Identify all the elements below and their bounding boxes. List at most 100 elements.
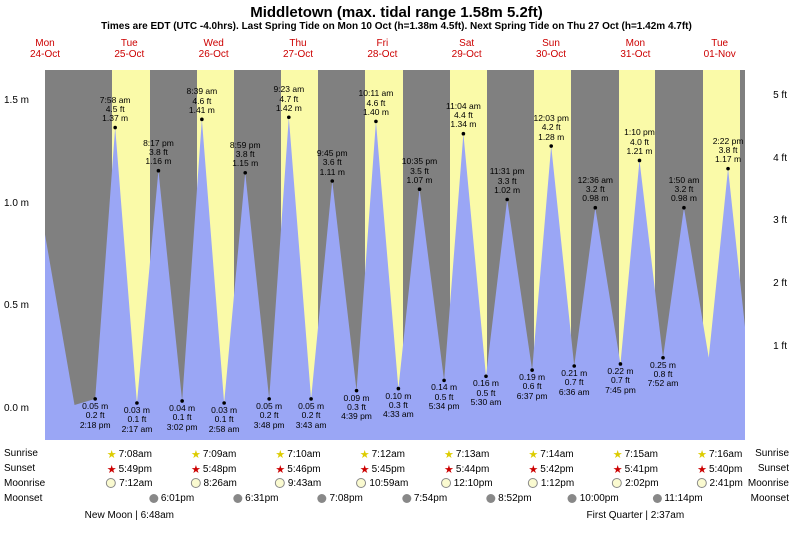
sunset-time: ★5:40pm [697, 463, 742, 476]
row-label: Sunset [758, 463, 789, 474]
sunset-time: ★5:41pm [613, 463, 658, 476]
sun-icon: ★ [275, 463, 285, 476]
sunrise-time: ★7:09am [191, 448, 236, 461]
info-row-sunrise: Sunrise Sunrise ★7:08am ★7:09am ★7:10am ★7:12… [0, 448, 793, 463]
sun-icon: ★ [528, 463, 538, 476]
sunrise-time: ★7:12am [360, 448, 405, 461]
row-label: Moonset [751, 493, 789, 504]
moonrise-time: 2:02pm [612, 478, 658, 489]
sun-icon: ★ [613, 463, 623, 476]
sunrise-time: ★7:10am [275, 448, 320, 461]
moonset-time: 7:08pm [317, 493, 362, 504]
y-tick-right: 4 ft [773, 153, 787, 164]
moon-icon [317, 494, 326, 503]
moonset-time: 10:00pm [568, 493, 619, 504]
y-tick-right: 1 ft [773, 341, 787, 352]
moon-phase-note: First Quarter | 2:37am [587, 510, 685, 521]
sun-icon: ★ [697, 463, 707, 476]
moon-icon [190, 478, 200, 488]
moon-icon [402, 494, 411, 503]
date-header: Wed26-Oct [199, 38, 229, 60]
moonrise-time: 2:41pm [697, 478, 743, 489]
y-tick-right: 3 ft [773, 215, 787, 226]
tide-curve [45, 70, 745, 440]
sunset-time: ★5:46pm [275, 463, 320, 476]
moon-icon [275, 478, 285, 488]
moonset-time: 6:31pm [233, 493, 278, 504]
sun-icon: ★ [444, 448, 454, 461]
sunrise-time: ★7:15am [613, 448, 658, 461]
info-row-moonrise: Moonrise Moonrise 7:12am 8:26am 9:43am 10:59a… [0, 478, 793, 493]
sun-icon: ★ [191, 448, 201, 461]
sun-icon: ★ [697, 448, 707, 461]
moonrise-time: 1:12pm [528, 478, 574, 489]
moonrise-time: 7:12am [106, 478, 152, 489]
date-header: Sat29-Oct [452, 38, 482, 60]
row-label: Moonrise [748, 478, 789, 489]
chart-subtitle: Times are EDT (UTC -4.0hrs). Last Spring… [0, 21, 793, 34]
sunrise-time: ★7:14am [528, 448, 573, 461]
sunset-time: ★5:44pm [444, 463, 489, 476]
date-header: Tue01-Nov [704, 38, 736, 60]
moon-icon [528, 478, 538, 488]
moonrise-time: 9:43am [275, 478, 321, 489]
sun-icon: ★ [275, 448, 285, 461]
info-row-sunset: Sunset Sunset ★5:49pm ★5:48pm ★5:46pm ★5:45pm… [0, 463, 793, 478]
y-tick-left: 0.5 m [4, 300, 29, 311]
moon-icon [568, 494, 577, 503]
moon-icon [106, 478, 116, 488]
chart-title: Middletown (max. tidal range 1.58m 5.2ft… [0, 0, 793, 21]
sunset-time: ★5:42pm [528, 463, 573, 476]
date-header: Mon31-Oct [620, 38, 650, 60]
row-label: Sunset [4, 463, 35, 474]
moonrise-time: 12:10pm [441, 478, 493, 489]
moon-icon [356, 478, 366, 488]
row-label: Sunrise [4, 448, 38, 459]
sun-icon: ★ [613, 448, 623, 461]
sunrise-time: ★7:13am [444, 448, 489, 461]
sun-icon: ★ [360, 463, 370, 476]
moon-icon [149, 494, 158, 503]
sun-icon: ★ [107, 448, 117, 461]
moonset-time: 6:01pm [149, 493, 194, 504]
moon-icon [233, 494, 242, 503]
moon-icon [441, 478, 451, 488]
moonrise-time: 8:26am [190, 478, 236, 489]
y-tick-left: 0.0 m [4, 403, 29, 414]
sunset-time: ★5:45pm [360, 463, 405, 476]
y-tick-right: 2 ft [773, 278, 787, 289]
moon-phase-note: New Moon | 6:48am [85, 510, 174, 521]
info-row-moonset: Moonset Moonset 6:01pm 6:31pm 7:08pm 7:54pm 8:… [0, 493, 793, 508]
date-header: Tue25-Oct [114, 38, 144, 60]
row-label: Sunrise [755, 448, 789, 459]
sunset-time: ★5:49pm [107, 463, 152, 476]
moonset-time: 8:52pm [486, 493, 531, 504]
moon-icon [697, 478, 707, 488]
moon-icon [612, 478, 622, 488]
date-header: Thu27-Oct [283, 38, 313, 60]
moon-icon [486, 494, 495, 503]
y-tick-left: 1.0 m [4, 198, 29, 209]
sun-icon: ★ [528, 448, 538, 461]
row-label: Moonset [4, 493, 42, 504]
sun-icon: ★ [191, 463, 201, 476]
moonrise-time: 10:59am [356, 478, 408, 489]
sunrise-time: ★7:08am [107, 448, 152, 461]
y-tick-right: 5 ft [773, 90, 787, 101]
sun-icon: ★ [107, 463, 117, 476]
row-label: Moonrise [4, 478, 45, 489]
date-header: Fri28-Oct [367, 38, 397, 60]
y-tick-left: 1.5 m [4, 95, 29, 106]
moonset-time: 11:14pm [652, 493, 702, 504]
date-header: Sun30-Oct [536, 38, 566, 60]
sunrise-time: ★7:16am [697, 448, 742, 461]
moonset-time: 7:54pm [402, 493, 447, 504]
sun-icon: ★ [444, 463, 454, 476]
plot-area: 0.05 m0.2 ft2:18 pm7:58 am4.5 ft1.37 m0.… [45, 70, 745, 440]
tide-chart: Middletown (max. tidal range 1.58m 5.2ft… [0, 0, 793, 539]
sun-moon-table: SunriseSunrise★7:08am★7:09am★7:10am★7:12… [0, 448, 793, 508]
sun-icon: ★ [360, 448, 370, 461]
date-header: Mon24-Oct [30, 38, 60, 60]
moon-icon [652, 494, 661, 503]
sunset-time: ★5:48pm [191, 463, 236, 476]
